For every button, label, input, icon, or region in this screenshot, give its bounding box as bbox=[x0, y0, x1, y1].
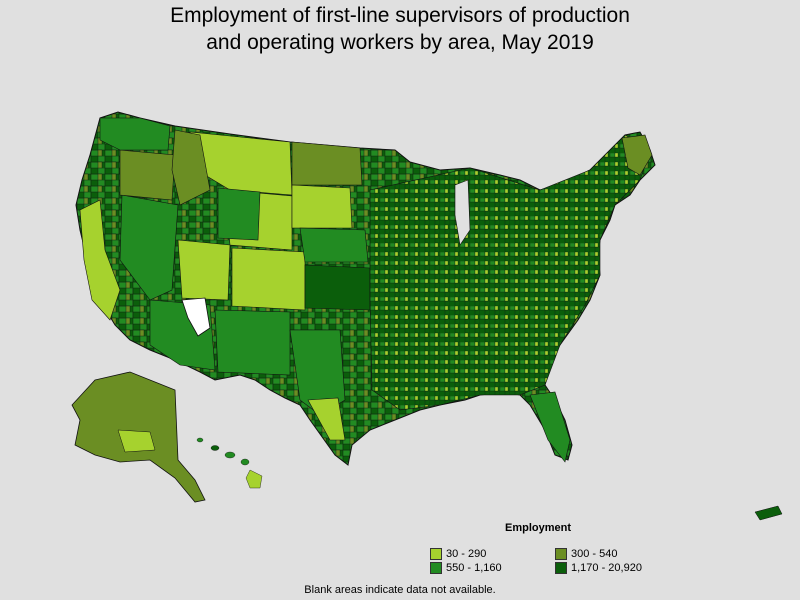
north-dakota-region bbox=[291, 141, 363, 186]
puerto-rico bbox=[754, 505, 783, 521]
legend-label-4: 1,170 - 20,920 bbox=[571, 562, 642, 574]
utah-region bbox=[177, 239, 231, 301]
legend-item-1: 30 - 290 bbox=[430, 548, 486, 560]
map-title: Employment of first-line supervisors of … bbox=[0, 2, 800, 56]
title-line-1: Employment of first-line supervisors of … bbox=[170, 4, 630, 27]
title-line-2: and operating workers by area, May 2019 bbox=[206, 31, 594, 54]
legend-label-3: 550 - 1,160 bbox=[446, 562, 502, 574]
hawaii bbox=[196, 437, 263, 489]
legend-item-4: 1,170 - 20,920 bbox=[555, 562, 642, 574]
oregon-east-region bbox=[119, 149, 176, 201]
florida-region bbox=[529, 391, 571, 463]
no-data-area bbox=[181, 297, 211, 337]
eastern-us-region bbox=[369, 134, 651, 411]
nebraska-region bbox=[299, 227, 369, 263]
kansas-region bbox=[304, 264, 371, 311]
new-mexico-region bbox=[214, 309, 291, 376]
wyoming-west-region bbox=[217, 187, 261, 241]
legend-swatch-1 bbox=[430, 548, 442, 560]
lake-michigan bbox=[454, 179, 471, 246]
footnote: Blank areas indicate data not available. bbox=[304, 584, 496, 596]
legend-swatch-2 bbox=[555, 548, 567, 560]
idaho-region bbox=[171, 129, 211, 206]
legend-swatch-3 bbox=[430, 562, 442, 574]
texas-south-region bbox=[307, 397, 346, 441]
nevada-region bbox=[119, 194, 179, 301]
legend-item-3: 550 - 1,160 bbox=[430, 562, 502, 574]
legend-label-2: 300 - 540 bbox=[571, 548, 618, 560]
legend-swatch-4 bbox=[555, 562, 567, 574]
maine-region bbox=[621, 134, 653, 176]
legend-title: Employment bbox=[505, 522, 572, 534]
colorado-region bbox=[231, 247, 306, 311]
california-coast-region bbox=[79, 199, 121, 321]
legend-item-2: 300 - 540 bbox=[555, 548, 617, 560]
alaska-south-region bbox=[117, 429, 156, 453]
washington-region bbox=[99, 117, 171, 151]
legend-label-1: 30 - 290 bbox=[446, 548, 487, 560]
south-dakota-region bbox=[291, 184, 353, 229]
